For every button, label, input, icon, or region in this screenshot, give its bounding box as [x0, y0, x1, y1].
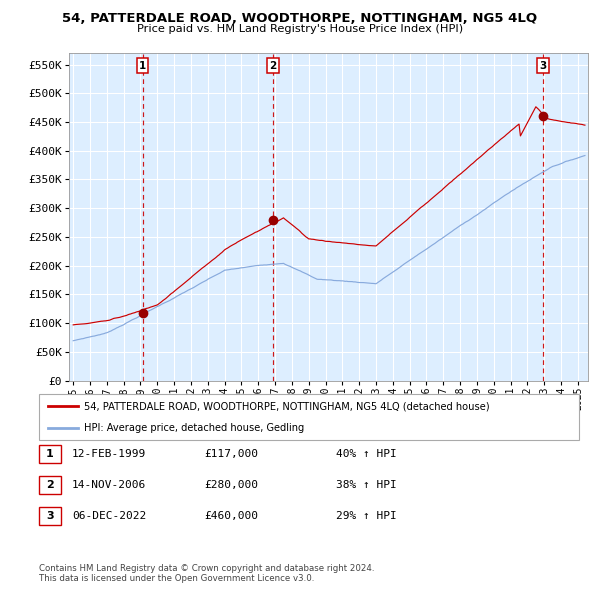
Text: 14-NOV-2006: 14-NOV-2006: [72, 480, 146, 490]
Text: 06-DEC-2022: 06-DEC-2022: [72, 511, 146, 520]
Text: HPI: Average price, detached house, Gedling: HPI: Average price, detached house, Gedl…: [84, 423, 304, 433]
Text: 2: 2: [46, 480, 53, 490]
Text: 38% ↑ HPI: 38% ↑ HPI: [336, 480, 397, 490]
Text: 29% ↑ HPI: 29% ↑ HPI: [336, 511, 397, 520]
Text: 54, PATTERDALE ROAD, WOODTHORPE, NOTTINGHAM, NG5 4LQ (detached house): 54, PATTERDALE ROAD, WOODTHORPE, NOTTING…: [84, 401, 490, 411]
Text: Price paid vs. HM Land Registry's House Price Index (HPI): Price paid vs. HM Land Registry's House …: [137, 24, 463, 34]
Text: 12-FEB-1999: 12-FEB-1999: [72, 450, 146, 459]
Text: Contains HM Land Registry data © Crown copyright and database right 2024.: Contains HM Land Registry data © Crown c…: [39, 565, 374, 573]
Text: 1: 1: [139, 61, 146, 71]
Text: 54, PATTERDALE ROAD, WOODTHORPE, NOTTINGHAM, NG5 4LQ: 54, PATTERDALE ROAD, WOODTHORPE, NOTTING…: [62, 12, 538, 25]
Text: 40% ↑ HPI: 40% ↑ HPI: [336, 450, 397, 459]
Text: 3: 3: [46, 511, 53, 520]
Text: This data is licensed under the Open Government Licence v3.0.: This data is licensed under the Open Gov…: [39, 574, 314, 583]
Text: 2: 2: [269, 61, 277, 71]
Text: 3: 3: [539, 61, 547, 71]
Text: £460,000: £460,000: [204, 511, 258, 520]
Text: £117,000: £117,000: [204, 450, 258, 459]
Text: 1: 1: [46, 450, 53, 459]
Text: £280,000: £280,000: [204, 480, 258, 490]
